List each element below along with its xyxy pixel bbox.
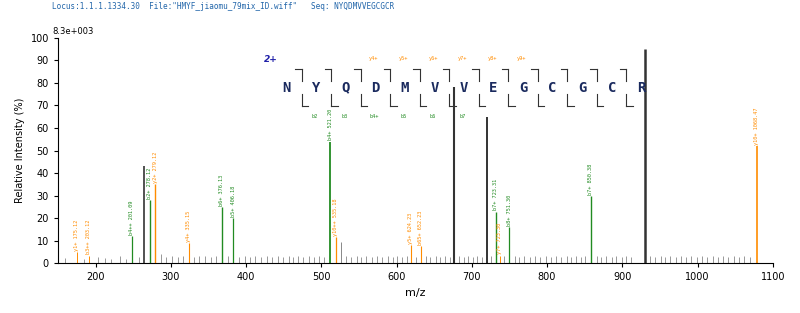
Text: b7: b7 bbox=[459, 114, 466, 119]
Text: y4+ 335.15: y4+ 335.15 bbox=[186, 211, 191, 242]
Text: y4+: y4+ bbox=[370, 56, 378, 61]
Text: y5+ 624.23: y5+ 624.23 bbox=[408, 213, 414, 244]
Text: y10+ 1068.47: y10+ 1068.47 bbox=[754, 107, 759, 145]
Text: G: G bbox=[519, 81, 527, 95]
Text: y7+ 723.30: y7+ 723.30 bbox=[497, 223, 502, 254]
Text: b65+ 652.23: b65+ 652.23 bbox=[418, 211, 423, 245]
Text: C: C bbox=[607, 81, 616, 95]
Y-axis label: Relative Intensity (%): Relative Intensity (%) bbox=[15, 98, 25, 203]
Text: y1+ 175.12: y1+ 175.12 bbox=[74, 220, 79, 251]
Text: y7+: y7+ bbox=[458, 56, 467, 61]
Text: b5+ 406.18: b5+ 406.18 bbox=[230, 186, 236, 217]
Text: y6+: y6+ bbox=[428, 56, 438, 61]
Text: C: C bbox=[549, 81, 557, 95]
Text: Y: Y bbox=[312, 81, 321, 95]
Text: b2+ 278.12: b2+ 278.12 bbox=[147, 168, 152, 199]
Text: V: V bbox=[460, 81, 468, 95]
Text: D: D bbox=[371, 81, 379, 95]
Text: b2: b2 bbox=[312, 114, 318, 119]
Text: 8.3e+003: 8.3e+003 bbox=[52, 27, 94, 36]
Text: y8+: y8+ bbox=[487, 56, 497, 61]
Text: 2+: 2+ bbox=[264, 55, 278, 64]
Text: b3: b3 bbox=[342, 114, 347, 119]
Text: G: G bbox=[578, 81, 586, 95]
Text: b7+ 850.38: b7+ 850.38 bbox=[588, 163, 593, 195]
Text: y9+: y9+ bbox=[517, 56, 526, 61]
Text: b3++ 203.12: b3++ 203.12 bbox=[86, 220, 91, 254]
Text: Locus:1.1.1.1334.30  File:"HMYF_jiaomu_79mix_ID.wiff"   Seq: NYQDMVVEGCGCR: Locus:1.1.1.1334.30 File:"HMYF_jiaomu_79… bbox=[52, 2, 394, 11]
X-axis label: m/z: m/z bbox=[405, 288, 426, 298]
Text: y2+ 279.12: y2+ 279.12 bbox=[153, 152, 158, 183]
Text: Q: Q bbox=[342, 81, 350, 95]
Text: E: E bbox=[490, 81, 498, 95]
Text: b8+ 751.30: b8+ 751.30 bbox=[507, 195, 512, 226]
Text: b7+ 723.31: b7+ 723.31 bbox=[494, 179, 498, 210]
Text: b5: b5 bbox=[400, 114, 406, 119]
Text: V: V bbox=[430, 81, 438, 95]
Text: b4+ 521.20: b4+ 521.20 bbox=[328, 109, 333, 141]
Text: y10++ 535.18: y10++ 535.18 bbox=[333, 199, 338, 236]
Text: b6+ 376.13: b6+ 376.13 bbox=[219, 175, 225, 206]
Text: b4++ 201.09: b4++ 201.09 bbox=[129, 201, 134, 235]
Text: b6: b6 bbox=[430, 114, 436, 119]
Text: N: N bbox=[282, 81, 291, 95]
Text: y5+: y5+ bbox=[398, 56, 408, 61]
Text: M: M bbox=[401, 81, 409, 95]
Text: b4+: b4+ bbox=[370, 114, 378, 119]
Text: R: R bbox=[637, 81, 646, 95]
